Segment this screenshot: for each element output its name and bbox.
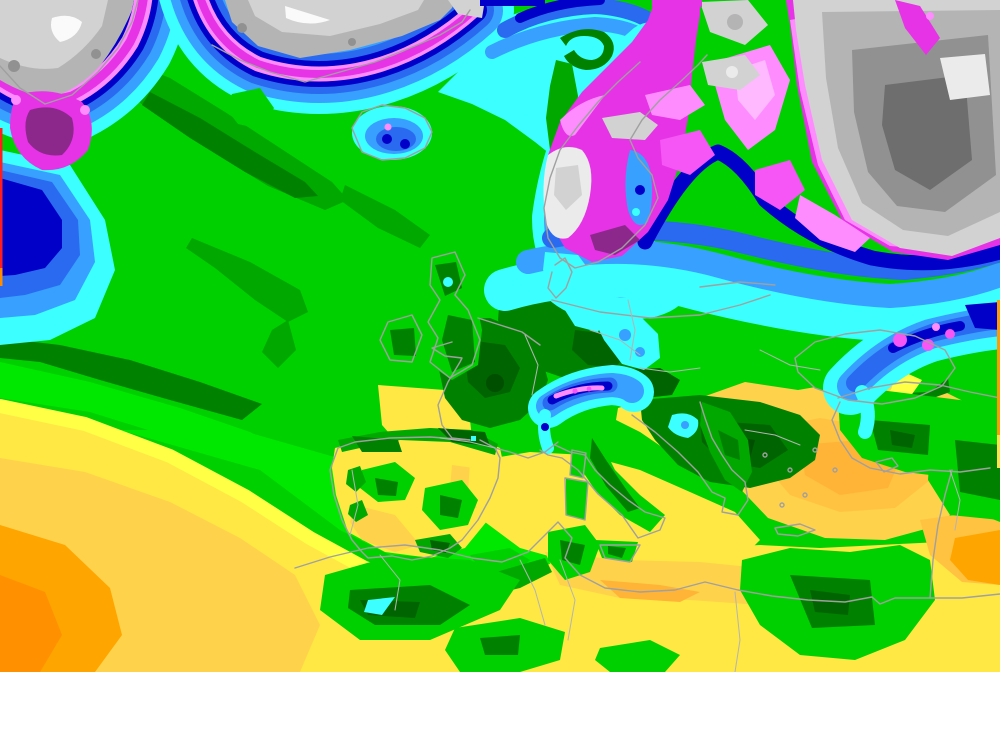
cold-spots	[352, 106, 1000, 454]
map-edge-strips	[0, 0, 1000, 468]
temperature-map	[0, 0, 1000, 673]
coastlines	[0, 0, 1000, 673]
legend-strip: Temperature (2m) [°C] GFS Tu 27-01-2026 …	[0, 672, 1000, 733]
atlantic-dark-streaks	[0, 55, 430, 470]
ice-gray-masses	[0, 0, 1000, 256]
country-borders	[349, 299, 961, 673]
